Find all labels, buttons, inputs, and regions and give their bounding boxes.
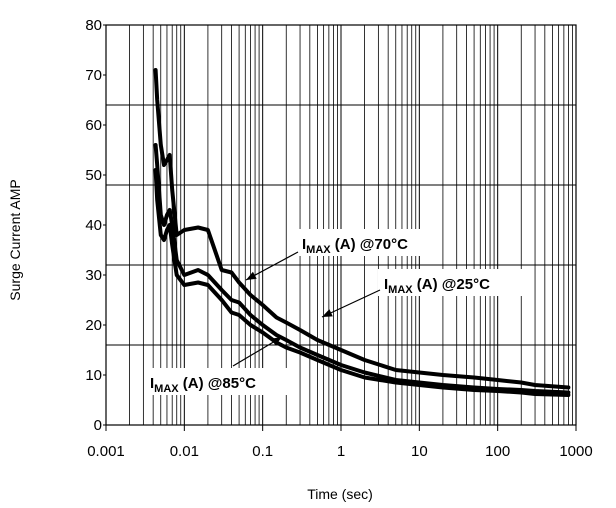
label-mask	[378, 269, 526, 296]
series-annotations: IMAX (A) @70°C IMAX (A) @25°C IMAX (A) @85…	[150, 236, 490, 395]
y-tick-label: 80	[85, 17, 102, 34]
series-line-1	[153, 68, 571, 390]
y-axis-label: Surge Current AMP	[7, 179, 23, 300]
annotation-70c: IMAX (A) @70°C	[302, 236, 408, 256]
annotation-arrowhead	[322, 309, 333, 317]
label-mask	[144, 368, 289, 395]
y-tick-label: 50	[85, 167, 102, 184]
series-line-3	[153, 168, 571, 397]
annotation-85c: IMAX (A) @85°C	[150, 375, 256, 395]
x-tick-label: 1	[337, 443, 345, 460]
series-line-2	[153, 143, 571, 395]
y-tick-label: 10	[85, 367, 102, 384]
y-tick-label: 70	[85, 67, 102, 84]
data-series	[153, 68, 571, 397]
annotation-arrowhead	[246, 271, 257, 280]
x-tick-label: 100	[485, 443, 510, 460]
x-tick-label: 0.01	[170, 443, 199, 460]
x-tick-labels: 0.001 0.01 0.1 1 10 100 1000	[87, 425, 593, 460]
y-tick-labels: 0 10 20 30 40 50 60 70 80	[85, 17, 106, 434]
y-tick-label: 40	[85, 217, 102, 234]
y-tick-label: 0	[94, 417, 102, 434]
grid-lines	[105, 24, 577, 426]
annotation-arrow	[321, 289, 381, 318]
label-mask	[296, 229, 442, 256]
x-tick-label: 0.001	[87, 443, 125, 460]
x-tick-label: 1000	[559, 443, 592, 460]
x-tick-label: 10	[411, 443, 428, 460]
annotation-25c: IMAX (A) @25°C	[384, 276, 490, 296]
annotation-arrowhead	[271, 337, 282, 346]
y-tick-label: 20	[85, 317, 102, 334]
y-tick-label: 30	[85, 267, 102, 284]
y-tick-label: 60	[85, 117, 102, 134]
x-tick-label: 0.1	[252, 443, 273, 460]
x-axis-label: Time (sec)	[307, 486, 373, 502]
